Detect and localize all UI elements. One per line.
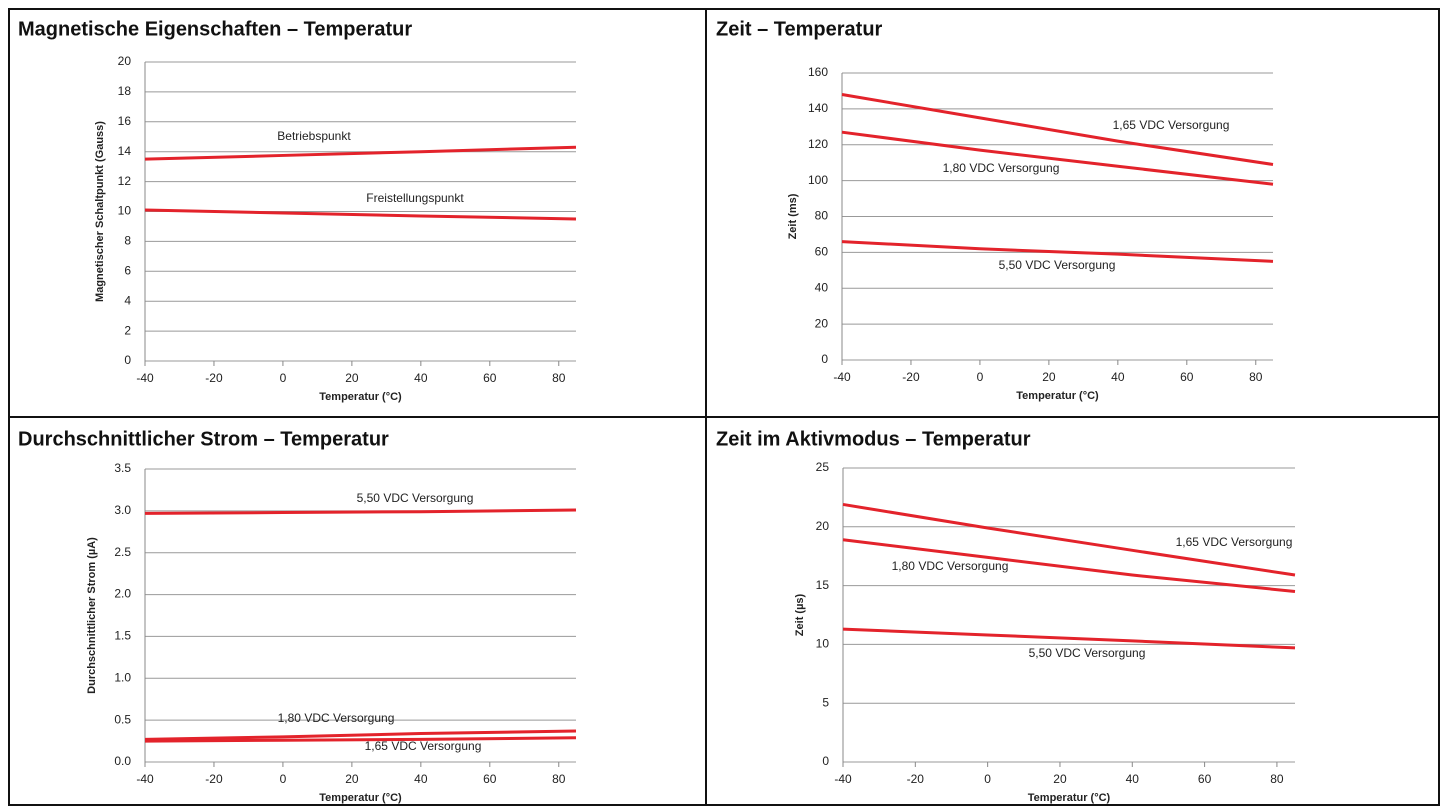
- y-tick-label: 140: [808, 101, 828, 115]
- x-tick-label: 0: [280, 371, 287, 385]
- x-tick-label: -20: [205, 772, 223, 786]
- y-tick-label: 0: [124, 353, 131, 367]
- y-tick-label: 120: [808, 137, 828, 151]
- x-tick-label: 80: [552, 371, 566, 385]
- series-line: [842, 538, 1296, 593]
- x-axis-label: Temperatur (°C): [1028, 792, 1111, 804]
- x-tick-label: 40: [1111, 370, 1125, 384]
- chart-title: Zeit – Temperatur: [716, 18, 883, 40]
- x-tick-label: 40: [1126, 772, 1140, 786]
- frame: [8, 8, 1440, 806]
- series-label: 1,80 VDC Versorgung: [892, 559, 1009, 573]
- x-tick-label: -40: [833, 370, 851, 384]
- y-tick-label: 40: [815, 280, 829, 294]
- series-label: 5,50 VDC Versorgung: [357, 491, 474, 505]
- series-label: 1,80 VDC Versorgung: [278, 711, 395, 725]
- y-tick-label: 80: [815, 209, 829, 223]
- y-tick-label: 3.5: [114, 461, 131, 475]
- y-tick-label: 5: [822, 695, 829, 709]
- x-tick-label: 0: [280, 772, 287, 786]
- series-label: 1,65 VDC Versorgung: [1176, 535, 1293, 549]
- y-tick-label: 16: [118, 114, 132, 128]
- y-axis-label: Durchschnittlicher Strom (µA): [86, 537, 98, 694]
- x-tick-label: 40: [414, 371, 428, 385]
- y-tick-label: 2.0: [114, 587, 131, 601]
- y-tick-label: 15: [816, 578, 830, 592]
- series-label: 5,50 VDC Versorgung: [999, 258, 1116, 272]
- x-tick-label: 20: [1053, 772, 1067, 786]
- y-tick-label: 20: [816, 519, 830, 533]
- x-tick-label: -40: [136, 371, 154, 385]
- chart-title: Zeit im Aktivmodus – Temperatur: [716, 428, 1031, 450]
- x-tick-label: -40: [136, 772, 154, 786]
- y-axis-label: Zeit (µs): [794, 593, 806, 636]
- series-line: [144, 508, 577, 515]
- x-tick-label: -20: [907, 772, 925, 786]
- x-tick-label: 80: [552, 772, 566, 786]
- series-label: 1,65 VDC Versorgung: [1113, 118, 1230, 132]
- series-line: [144, 145, 577, 161]
- x-tick-label: 20: [1042, 370, 1056, 384]
- series-label: 5,50 VDC Versorgung: [1029, 646, 1146, 660]
- y-tick-label: 0: [821, 352, 828, 366]
- y-tick-label: 14: [118, 144, 132, 158]
- x-tick-label: 60: [483, 371, 497, 385]
- x-tick-label: 60: [483, 772, 497, 786]
- y-tick-label: 1.0: [114, 670, 131, 684]
- series-line: [144, 208, 577, 221]
- x-tick-label: 40: [414, 772, 428, 786]
- y-tick-label: 6: [124, 263, 131, 277]
- y-tick-label: 25: [816, 460, 830, 474]
- series-label: Freistellungspunkt: [366, 191, 464, 205]
- y-tick-label: 0.5: [114, 712, 131, 726]
- x-axis-label: Temperatur (°C): [319, 792, 402, 804]
- chart-title: Durchschnittlicher Strom – Temperatur: [18, 428, 389, 450]
- y-tick-label: 3.0: [114, 503, 131, 517]
- y-tick-label: 2.5: [114, 545, 131, 559]
- y-tick-label: 18: [118, 84, 132, 98]
- series-line: [842, 627, 1296, 650]
- y-tick-label: 8: [124, 234, 131, 248]
- y-tick-label: 20: [118, 54, 132, 68]
- y-tick-label: 100: [808, 173, 828, 187]
- y-axis-label: Magnetischer Schaltpunkt (Gauss): [94, 121, 106, 302]
- x-tick-label: 60: [1198, 772, 1212, 786]
- x-axis-label: Temperatur (°C): [319, 391, 402, 403]
- x-tick-label: 20: [345, 371, 359, 385]
- series-line: [842, 502, 1296, 577]
- y-tick-label: 10: [118, 204, 132, 218]
- y-axis-label: Zeit (ms): [787, 193, 799, 239]
- series-line: [144, 729, 577, 741]
- x-axis-label: Temperatur (°C): [1016, 390, 1099, 402]
- y-tick-label: 20: [815, 316, 829, 330]
- x-tick-label: 0: [977, 370, 984, 384]
- y-tick-label: 160: [808, 65, 828, 79]
- x-tick-label: 80: [1270, 772, 1284, 786]
- x-tick-label: 60: [1180, 370, 1194, 384]
- chart-title: Magnetische Eigenschaften – Temperatur: [18, 18, 412, 40]
- x-tick-label: -40: [834, 772, 852, 786]
- y-tick-label: 4: [124, 293, 131, 307]
- x-tick-label: 20: [345, 772, 359, 786]
- y-tick-label: 0: [822, 754, 829, 768]
- y-tick-label: 1.5: [114, 629, 131, 643]
- series-line: [841, 93, 1274, 166]
- x-tick-label: 80: [1249, 370, 1263, 384]
- series-line: [144, 736, 577, 743]
- series-label: 1,80 VDC Versorgung: [943, 161, 1060, 175]
- series-line: [841, 240, 1274, 263]
- y-tick-label: 10: [816, 637, 830, 651]
- x-tick-label: 0: [984, 772, 991, 786]
- y-tick-label: 2: [124, 323, 131, 337]
- series-label: 1,65 VDC Versorgung: [365, 739, 482, 753]
- x-tick-label: -20: [902, 370, 920, 384]
- y-tick-label: 12: [118, 174, 132, 188]
- y-tick-label: 0.0: [114, 754, 131, 768]
- series-line: [841, 130, 1274, 186]
- x-tick-label: -20: [205, 371, 223, 385]
- y-tick-label: 60: [815, 245, 829, 259]
- series-label: Betriebspunkt: [277, 129, 351, 143]
